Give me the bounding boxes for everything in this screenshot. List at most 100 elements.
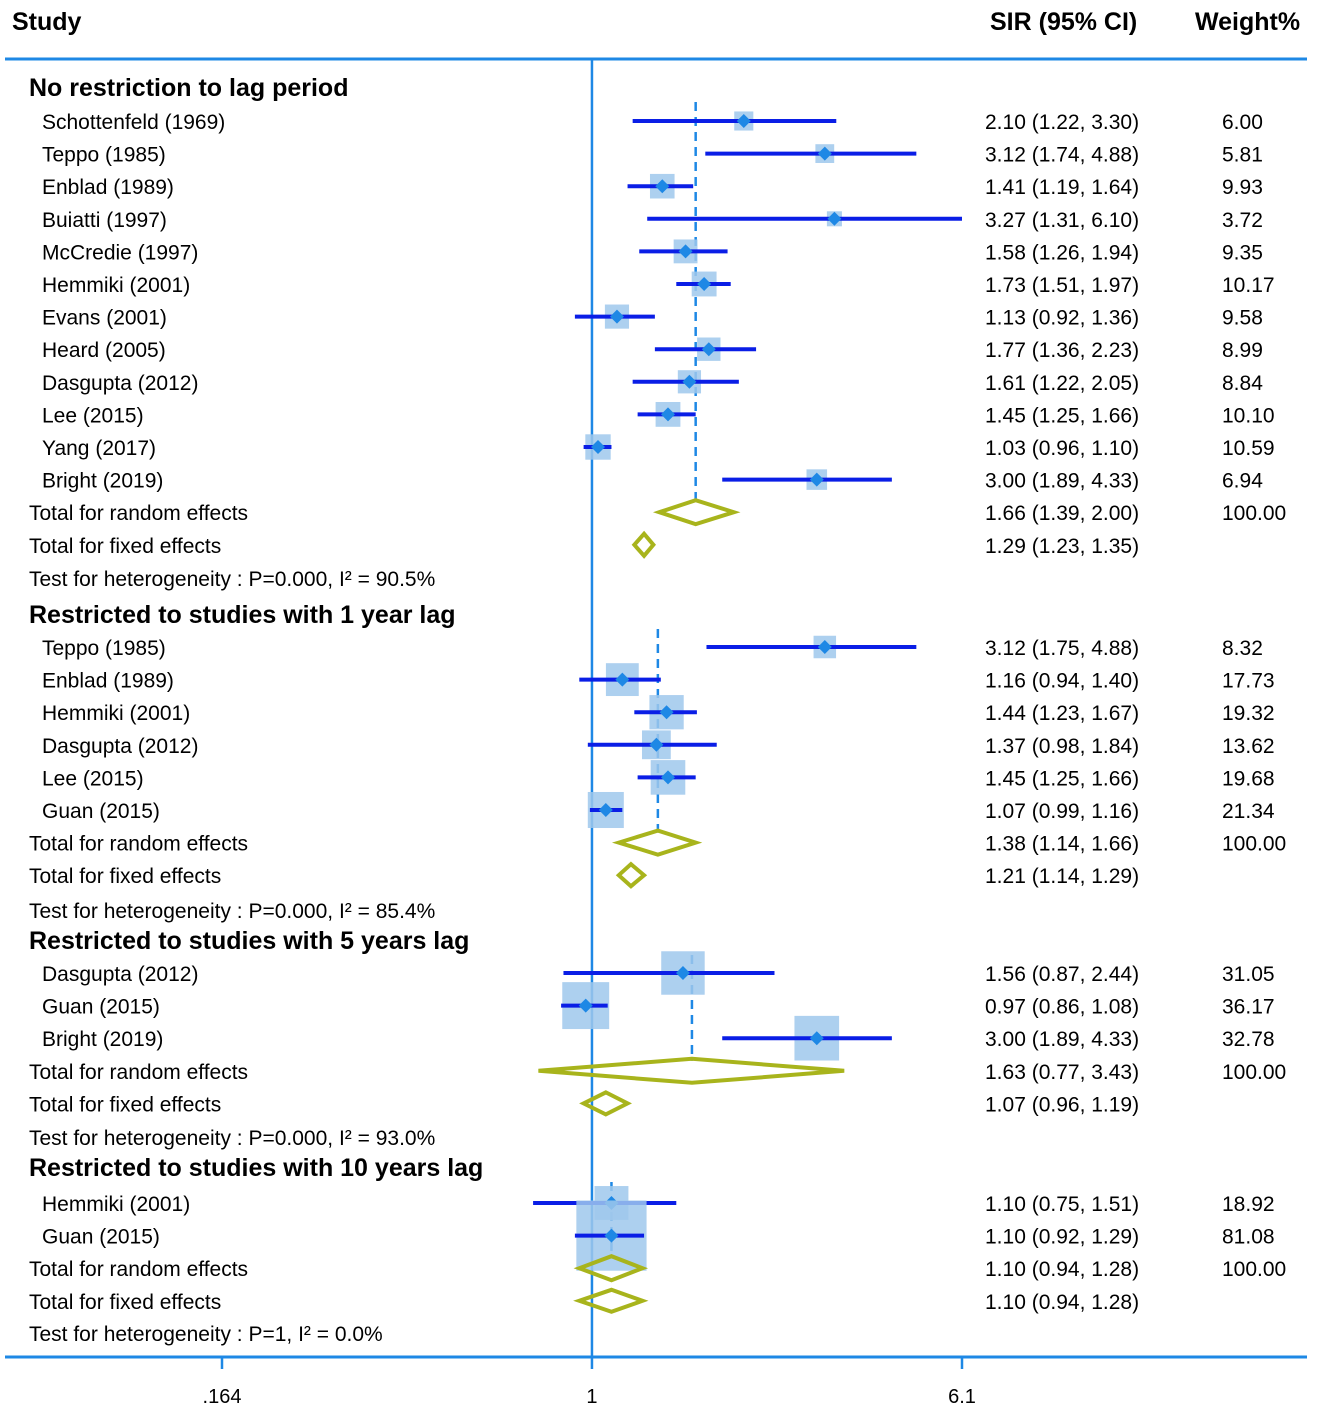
point-0-9 (660, 407, 675, 422)
study-weight-2-0: 31.05 (1222, 963, 1275, 986)
study-weight-0-8: 8.84 (1222, 372, 1263, 395)
random-label-1: Total for random effects (29, 833, 248, 856)
point-1-4 (660, 770, 675, 785)
header-sir: SIR (95% CI) (990, 8, 1137, 36)
fixed-label-2: Total for fixed effects (29, 1093, 221, 1116)
fixed-diamond-1 (615, 861, 648, 889)
study-label-1-1: Enblad (1989) (42, 670, 174, 693)
study-label-0-9: Lee (2015) (42, 404, 144, 427)
fixed-ci-0: 1.29 (1.23, 1.35) (985, 535, 1139, 558)
x-tick-label-2: 6.1 (948, 1386, 976, 1407)
study-label-2-1: Guan (2015) (42, 996, 160, 1019)
study-weight-1-0: 8.32 (1222, 637, 1263, 660)
fixed-ci-1: 1.21 (1.14, 1.29) (985, 865, 1139, 888)
group-title-3: Restricted to studies with 10 years lag (29, 1154, 483, 1182)
study-label-0-11: Bright (2019) (42, 470, 163, 493)
study-ci-1-0: 3.12 (1.75, 4.88) (985, 637, 1139, 660)
study-ci-0-4: 1.58 (1.26, 1.94) (985, 241, 1139, 264)
fixed-label-0: Total for fixed effects (29, 535, 221, 558)
random-label-2: Total for random effects (29, 1061, 248, 1084)
point-0-7 (701, 342, 716, 357)
study-label-0-3: Buiatti (1997) (42, 209, 167, 232)
study-label-0-5: Hemmiki (2001) (42, 274, 190, 297)
study-label-1-3: Dasgupta (2012) (42, 735, 198, 758)
point-1-2 (659, 705, 674, 720)
study-weight-3-1: 81.08 (1222, 1226, 1275, 1249)
point-1-3 (649, 737, 664, 752)
study-label-0-8: Dasgupta (2012) (42, 372, 198, 395)
study-weight-1-1: 17.73 (1222, 670, 1275, 693)
study-label-3-0: Hemmiki (2001) (42, 1193, 190, 1216)
point-0-0 (736, 114, 751, 128)
random-ci-1: 1.38 (1.14, 1.66) (985, 833, 1139, 856)
study-weight-0-11: 6.94 (1222, 470, 1263, 493)
study-ci-0-6: 1.13 (0.92, 1.36) (985, 307, 1139, 330)
study-label-1-5: Guan (2015) (42, 800, 160, 823)
study-weight-0-6: 9.58 (1222, 307, 1263, 330)
point-0-6 (609, 309, 624, 324)
random-label-0: Total for random effects (29, 502, 248, 525)
random-diamond-1 (611, 828, 703, 857)
random-ci-2: 1.63 (0.77, 3.43) (985, 1061, 1139, 1084)
random-ci-0: 1.66 (1.39, 2.00) (985, 502, 1139, 525)
study-weight-0-7: 8.99 (1222, 339, 1263, 362)
study-ci-0-5: 1.73 (1.51, 1.97) (985, 274, 1139, 297)
study-label-0-2: Enblad (1989) (42, 176, 174, 199)
study-label-1-0: Teppo (1985) (42, 637, 166, 660)
study-label-2-2: Bright (2019) (42, 1028, 163, 1051)
random-weight-1: 100.00 (1222, 833, 1286, 856)
study-weight-0-5: 10.17 (1222, 274, 1275, 297)
random-weight-0: 100.00 (1222, 502, 1286, 525)
point-0-8 (682, 374, 697, 389)
study-ci-0-11: 3.00 (1.89, 4.33) (985, 470, 1139, 493)
fixed-diamond-0 (631, 530, 656, 559)
study-weight-3-0: 18.92 (1222, 1193, 1275, 1216)
point-2-0 (675, 966, 690, 980)
point-0-3 (827, 211, 842, 226)
group-title-2: Restricted to studies with 5 years lag (29, 927, 469, 955)
study-weight-0-0: 6.00 (1222, 111, 1263, 134)
point-2-2 (809, 1031, 824, 1046)
study-label-0-0: Schottenfeld (1969) (42, 111, 225, 134)
study-weight-0-10: 10.59 (1222, 437, 1275, 460)
x-tick-label-1: 1 (586, 1386, 597, 1407)
study-ci-0-8: 1.61 (1.22, 2.05) (985, 372, 1139, 395)
study-weight-0-1: 5.81 (1222, 144, 1263, 167)
plot-marks (533, 111, 962, 1314)
random-ci-3: 1.10 (0.94, 1.28) (985, 1258, 1139, 1281)
study-weight-0-2: 9.93 (1222, 176, 1263, 199)
axis-lines (5, 57, 1307, 1369)
study-label-1-4: Lee (2015) (42, 767, 144, 790)
fixed-label-3: Total for fixed effects (29, 1291, 221, 1314)
study-ci-2-1: 0.97 (0.86, 1.08) (985, 996, 1139, 1019)
heterogeneity-3: Test for heterogeneity : P=1, I² = 0.0% (29, 1323, 383, 1346)
point-0-4 (678, 244, 693, 259)
point-0-1 (817, 146, 832, 161)
header-study: Study (12, 8, 82, 36)
study-ci-1-3: 1.37 (0.98, 1.84) (985, 735, 1139, 758)
point-0-11 (809, 472, 824, 487)
point-1-0 (817, 640, 832, 654)
study-weight-1-2: 19.32 (1222, 702, 1275, 725)
group-title-0: No restriction to lag period (29, 74, 348, 102)
study-label-2-0: Dasgupta (2012) (42, 963, 198, 986)
fixed-diamond-2 (579, 1090, 632, 1117)
plot-text: Study SIR (95% CI) Weight% .164 1 6.1 No re… (12, 8, 1300, 1407)
x-tick-label-0: .164 (203, 1386, 242, 1407)
fixed-ci-3: 1.10 (0.94, 1.28) (985, 1291, 1139, 1314)
study-ci-0-0: 2.10 (1.22, 3.30) (985, 111, 1139, 134)
heterogeneity-2: Test for heterogeneity : P=0.000, I² = 9… (29, 1127, 435, 1150)
study-weight-2-2: 32.78 (1222, 1028, 1275, 1051)
group-title-1: Restricted to studies with 1 year lag (29, 601, 456, 629)
study-ci-3-0: 1.10 (0.75, 1.51) (985, 1193, 1139, 1216)
study-ci-2-2: 3.00 (1.89, 4.33) (985, 1028, 1139, 1051)
study-label-3-1: Guan (2015) (42, 1226, 160, 1249)
study-ci-1-4: 1.45 (1.25, 1.66) (985, 767, 1139, 790)
point-3-1 (604, 1228, 619, 1243)
point-1-5 (598, 803, 613, 817)
random-weight-2: 100.00 (1222, 1061, 1286, 1084)
study-weight-0-9: 10.10 (1222, 404, 1275, 427)
study-ci-1-5: 1.07 (0.99, 1.16) (985, 800, 1139, 823)
study-ci-0-7: 1.77 (1.36, 2.23) (985, 339, 1139, 362)
